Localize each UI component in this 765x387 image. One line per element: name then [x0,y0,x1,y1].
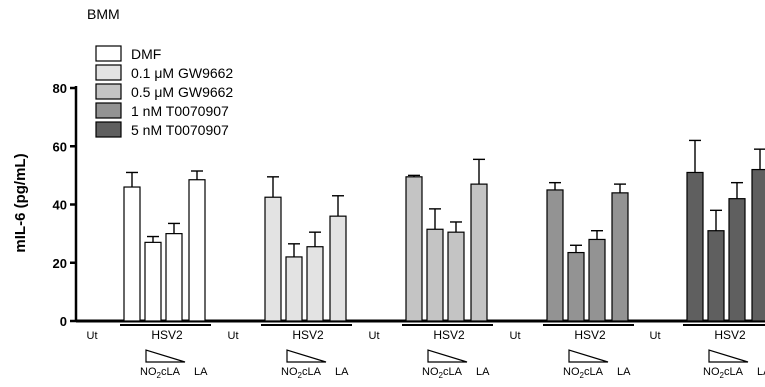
dose-triangle [286,349,327,363]
bar [728,198,746,322]
y-tick-label: 0 [60,314,67,329]
bar [707,230,725,322]
bar [123,186,141,322]
x-label-no2cla: NO2cLA [281,366,322,380]
legend-swatch [95,102,122,119]
x-label-ut: Ut [228,330,239,342]
x-label-hsv2: HSV2 [151,328,183,342]
bar [405,176,423,322]
legend-label: DMF [131,46,161,62]
dose-triangle [568,349,609,363]
bar [567,251,585,322]
x-axis-labels: Ut HSV2 NO2cLA LA Ut HSV2 NO2cLA LA Ut HSV2 NO2cLA… [87,324,765,380]
x-label-no2cla: NO2cLA [422,366,463,380]
bar [588,238,606,322]
y-tick-label: 60 [53,139,67,154]
x-label-la: LA [335,366,349,378]
bar [546,189,564,322]
x-label-no2cla: NO2cLA [140,366,181,380]
dose-triangle [708,349,749,363]
x-label-la: LA [757,366,765,378]
bar [686,171,704,322]
bar [285,256,303,322]
x-label-hsv2: HSV2 [714,328,746,342]
x-label-ut: Ut [369,330,380,342]
legend-label: 5 nM T0070907 [131,122,229,138]
x-label-ut: Ut [510,330,521,342]
x-label-no2cla: NO2cLA [703,366,744,380]
bar [264,196,282,322]
legend-label: 0.5 μM GW9662 [131,84,233,100]
bar [470,183,488,322]
bars [123,139,765,322]
dose-triangle [145,349,186,363]
x-label-hsv2: HSV2 [574,328,606,342]
x-label-la: LA [194,366,208,378]
y-tick-label: 80 [53,81,67,96]
x-label-ut: Ut [650,330,661,342]
legend-swatch [95,121,122,138]
bar [329,215,347,322]
legend-swatch [95,83,122,100]
x-label-la: LA [476,366,490,378]
legend-swatch [95,64,122,81]
x-label-hsv2: HSV2 [292,328,324,342]
bar [611,192,629,322]
y-tick-label: 20 [53,256,67,271]
bar [751,168,765,322]
y-axis-label: mIL-6 (pg/mL) [12,153,29,252]
bar [165,233,183,322]
dose-triangle [427,349,468,363]
legend-label: 1 nM T0070907 [131,103,229,119]
bar [306,246,324,322]
bar [144,241,162,322]
legend-label: 0.1 μM GW9662 [131,65,233,81]
x-label-ut: Ut [87,330,98,342]
chart-title: BMM [87,6,120,22]
legend-swatch [95,45,122,62]
y-tick-label: 40 [53,198,67,213]
bar [188,179,206,322]
x-label-hsv2: HSV2 [433,328,465,342]
bar [447,231,465,322]
x-label-no2cla: NO2cLA [563,366,604,380]
legend: DMF 0.1 μM GW9662 0.5 μM GW9662 1 nM T00709… [95,45,233,138]
x-label-la: LA [617,366,631,378]
bar [426,228,444,322]
